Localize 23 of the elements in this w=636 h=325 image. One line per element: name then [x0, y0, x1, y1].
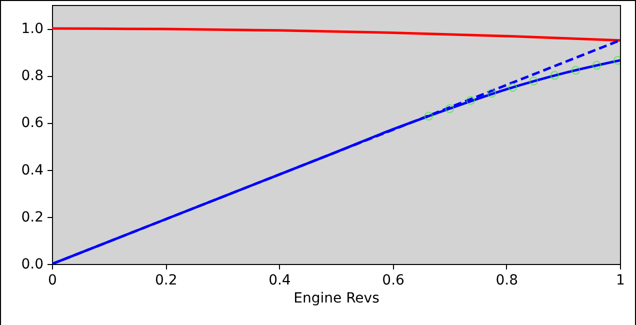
- point: [466, 96, 475, 105]
- point: [529, 76, 538, 86]
- y-tick-label: 0.8: [21, 68, 44, 84]
- point: [550, 71, 560, 80]
- point: [508, 83, 518, 92]
- y-tick-label: 0.2: [21, 209, 44, 226]
- x-axis-title: Engine Revs: [294, 290, 380, 306]
- x-tick-label: 1: [616, 272, 625, 288]
- x-tick-label: 0.6: [382, 272, 405, 288]
- point: [424, 112, 433, 120]
- x-tick-label: 0: [48, 272, 57, 288]
- line-series: [52, 27, 620, 42]
- y-tick-label: 1.0: [21, 21, 44, 38]
- y-tick-label: 0.0: [21, 256, 44, 272]
- x-tick-label: 0.4: [268, 272, 291, 288]
- x-tick-label: 0.2: [154, 272, 178, 288]
- point: [571, 66, 580, 75]
- x-tick-label: 0.8: [496, 272, 518, 288]
- point: [592, 60, 602, 70]
- y-tick-label: 0.6: [21, 115, 44, 132]
- point: [487, 88, 496, 98]
- point: [445, 104, 454, 113]
- y-tick-label: 0.4: [21, 162, 44, 178]
